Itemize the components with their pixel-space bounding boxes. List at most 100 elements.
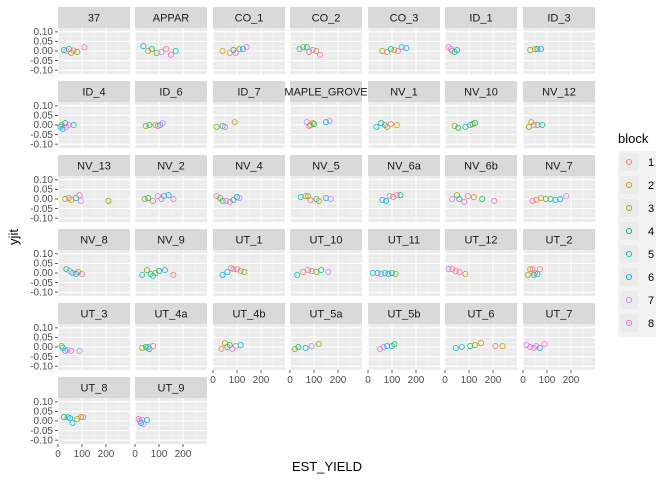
data-point [59, 125, 66, 132]
y-tick-label: -0.05 [30, 204, 53, 215]
y-tick-label: 0.00 [34, 268, 54, 279]
legend-entry-label: 8 [648, 318, 654, 330]
x-tick-label: 0 [210, 375, 216, 386]
x-axis-title: EST_YIELD [292, 459, 362, 474]
legend-entry-label: 1 [648, 157, 654, 169]
facet-strip [135, 155, 207, 176]
data-point [387, 46, 394, 53]
data-point [378, 120, 385, 127]
x-tick-label: 200 [175, 449, 192, 460]
data-point [391, 341, 398, 348]
legend-entry-label: 7 [648, 295, 654, 307]
legend-key-symbol [625, 158, 633, 166]
data-point [139, 344, 146, 352]
data-point [213, 123, 220, 130]
facet-strip-label: UT_3 [81, 309, 108, 321]
y-tick-label: -0.10 [30, 361, 53, 372]
data-point [141, 195, 148, 203]
data-point [380, 343, 387, 351]
data-point [393, 192, 400, 199]
facet-strip-label: CO_1 [235, 13, 264, 25]
data-point [536, 266, 543, 273]
facet-panel: UT_2 [522, 229, 595, 296]
facet-panel: UT_7 0 100 200 [520, 303, 595, 386]
legend-entry-label: 3 [648, 203, 654, 215]
facet-panel: NV_6a [367, 155, 440, 222]
data-point [239, 46, 247, 53]
data-point [170, 195, 177, 203]
y-tick-label: 0.10 [34, 397, 54, 408]
data-point [105, 197, 112, 204]
data-point [68, 347, 75, 354]
data-point [499, 342, 506, 350]
data-point [456, 195, 463, 203]
facet-panel: 37 0.100.050.00-0.05-0.10 [30, 7, 130, 76]
facet-strip [213, 229, 285, 250]
data-point [394, 47, 402, 55]
facet-strip-label: ID_3 [547, 13, 570, 25]
data-point [302, 344, 309, 352]
legend-entry-label: 5 [648, 249, 654, 261]
facet-panel: ID_7 [212, 81, 285, 148]
data-point [537, 46, 545, 53]
facet-strip [523, 155, 595, 176]
data-point [390, 194, 397, 201]
data-point [527, 343, 534, 351]
data-point [237, 268, 244, 275]
data-point [531, 46, 539, 53]
data-point [376, 345, 384, 352]
x-tick-label: 200 [330, 375, 347, 386]
data-point [492, 342, 499, 350]
data-point [140, 43, 147, 50]
facet-panel: UT_12 [444, 229, 517, 296]
data-point [393, 121, 400, 129]
x-tick-label: 0 [442, 375, 448, 386]
data-point [316, 51, 324, 58]
data-point [303, 44, 310, 51]
data-point [491, 197, 498, 204]
data-point [306, 48, 313, 56]
x-tick-label: 0 [287, 375, 293, 386]
x-tick-label: 200 [253, 375, 270, 386]
data-point [449, 266, 456, 273]
data-point [295, 343, 302, 351]
facet-strip [445, 303, 517, 324]
data-point [524, 271, 531, 278]
y-tick-label: -0.10 [30, 65, 53, 76]
data-point [172, 47, 179, 55]
data-point [77, 414, 84, 421]
data-point [534, 46, 541, 53]
legend-key-symbol [625, 250, 633, 258]
data-point [64, 346, 71, 353]
facet-panel: NV_1 [367, 81, 440, 148]
data-point [464, 193, 471, 200]
facet-strip [445, 155, 517, 176]
facet-panel: NV_13 0.100.050.00-0.05-0.10 [30, 155, 130, 224]
y-tick-label: -0.10 [30, 139, 53, 150]
y-tick-label: -0.05 [30, 130, 53, 141]
y-tick-label: 0.05 [34, 259, 54, 270]
data-point [379, 196, 386, 204]
data-point [296, 46, 303, 53]
facet-strip-label: ID_1 [469, 13, 492, 25]
facet-strip-label: UT_10 [309, 235, 342, 247]
legend: block 1 2 3 4 5 6 7 8 [618, 131, 656, 337]
y-tick-label: -0.05 [30, 56, 53, 67]
facet-strip [213, 7, 285, 28]
data-point [309, 46, 316, 54]
facet-strip-label: NV_1 [390, 87, 418, 99]
facet-strip-label: NV_13 [77, 161, 111, 173]
data-point [140, 420, 147, 427]
data-point [149, 197, 157, 204]
facet-strip-label: NV_8 [80, 235, 108, 247]
facet-strip [290, 303, 362, 324]
data-point [139, 271, 146, 278]
facet-strip [135, 229, 207, 250]
y-tick-label: -0.10 [30, 287, 53, 298]
legend-key-symbol [625, 204, 633, 212]
facet-strip [135, 303, 207, 324]
data-point [386, 193, 393, 200]
legend-title: block [618, 131, 649, 146]
legend-key-box [620, 245, 638, 263]
data-point [62, 120, 69, 127]
